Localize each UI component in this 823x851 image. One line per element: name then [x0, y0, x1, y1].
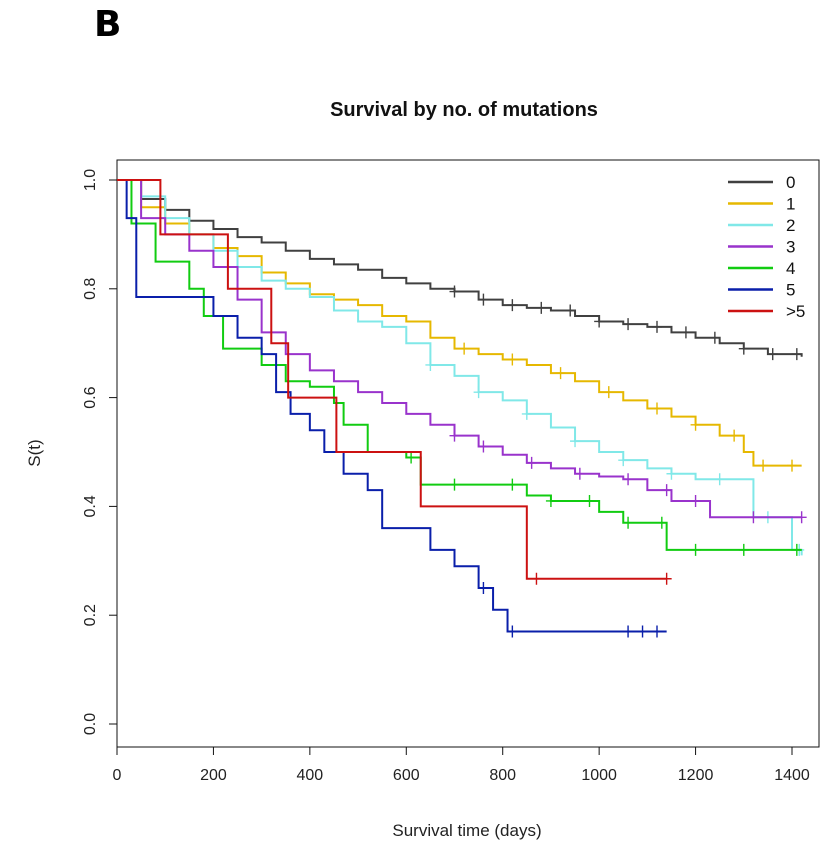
x-axis-title: Survival time (days): [392, 821, 541, 840]
y-tick-label: 0.0: [82, 713, 99, 735]
censor-mark: [603, 386, 614, 399]
censor-mark: [652, 320, 662, 333]
censor-mark: [796, 511, 807, 524]
censor-mark: [623, 473, 634, 486]
censor-mark: [459, 342, 470, 355]
censor-mark: [661, 484, 672, 497]
series-line-3: [117, 179, 802, 519]
censor-mark: [729, 429, 740, 442]
censor-mark: [738, 543, 749, 556]
censor-mark: [661, 572, 672, 585]
censor-mark: [652, 402, 662, 415]
censor-mark: [791, 543, 802, 556]
panel-label: B: [94, 4, 122, 45]
censor-mark: [623, 318, 634, 331]
legend-label: 5: [786, 281, 795, 300]
censor-mark: [758, 459, 769, 472]
legend-label: >5: [786, 302, 805, 321]
censor-mark: [623, 516, 634, 529]
x-tick-label: 1200: [678, 767, 714, 784]
censor-mark: [406, 451, 417, 464]
y-tick-label: 1.0: [82, 169, 99, 191]
censor-mark: [738, 342, 749, 355]
censor-mark: [690, 494, 701, 507]
censor-mark: [555, 367, 566, 380]
chart-title: Survival by no. of mutations: [330, 99, 598, 121]
censor-mark: [449, 285, 460, 298]
censor-mark: [570, 435, 581, 448]
censor-mark: [526, 456, 537, 469]
censor-mark: [690, 418, 701, 431]
censor-mark: [787, 459, 797, 472]
legend-label: 2: [786, 216, 795, 235]
censor-mark: [478, 293, 489, 306]
series-line-0: [117, 179, 803, 357]
censor-mark: [473, 386, 484, 399]
censor-mark: [709, 331, 720, 344]
series-line-6: [117, 179, 667, 580]
censor-mark: [652, 625, 662, 638]
censor-mark: [507, 478, 518, 491]
censor-mark: [574, 467, 585, 480]
censor-mark: [449, 429, 460, 442]
series-layer: [117, 179, 807, 638]
censor-mark: [623, 625, 634, 638]
censor-mark: [656, 516, 667, 529]
censor-mark: [637, 625, 648, 638]
x-tick-label: 0: [113, 767, 122, 784]
x-tick-label: 400: [297, 767, 324, 784]
censor-mark: [531, 572, 542, 585]
censor-mark: [618, 454, 629, 467]
axes: 0 200 400 600 800 1000 1200 1400 0.0 0.2 0.4 0.6 0.8…: [82, 169, 810, 784]
series-line-5: [117, 179, 667, 633]
y-axis-title: S(t): [25, 439, 44, 466]
x-tick-label: 1400: [774, 767, 810, 784]
legend-label: 4: [786, 259, 795, 278]
censor-mark: [767, 348, 778, 361]
x-tick-label: 800: [489, 767, 516, 784]
censor-mark: [680, 326, 691, 339]
y-tick-label: 0.4: [82, 495, 99, 517]
censor-mark: [507, 299, 518, 312]
y-tick-label: 0.8: [82, 278, 99, 300]
censor-mark: [449, 478, 460, 491]
series-line-1: [117, 179, 802, 467]
censor-mark: [584, 494, 595, 507]
x-tick-label: 200: [200, 767, 227, 784]
legend-label: 1: [786, 195, 795, 214]
legend-label: 3: [786, 238, 795, 257]
censor-mark: [714, 473, 725, 486]
censor-mark: [536, 301, 547, 314]
series-line-2: [117, 179, 803, 556]
censor-mark: [565, 304, 576, 317]
plot-frame: [116, 159, 820, 748]
legend-label: 0: [786, 173, 795, 192]
y-tick-label: 0.2: [82, 604, 99, 626]
x-tick-label: 1000: [581, 767, 617, 784]
censor-mark: [791, 348, 802, 361]
censor-mark: [478, 582, 489, 594]
y-tick-label: 0.6: [82, 386, 99, 408]
censor-mark: [478, 440, 489, 453]
censor-mark: [507, 625, 518, 638]
series-line-4: [117, 179, 802, 551]
censor-mark: [545, 494, 556, 507]
censor-mark: [521, 407, 532, 420]
censor-mark: [748, 511, 759, 524]
legend: 0 1 2 3 4 5 >5: [728, 173, 805, 321]
censor-mark: [594, 315, 605, 328]
x-tick-label: 600: [393, 767, 420, 784]
censor-mark: [507, 353, 518, 366]
censor-mark: [666, 467, 677, 480]
censor-mark: [690, 543, 701, 556]
censor-mark: [425, 358, 436, 371]
